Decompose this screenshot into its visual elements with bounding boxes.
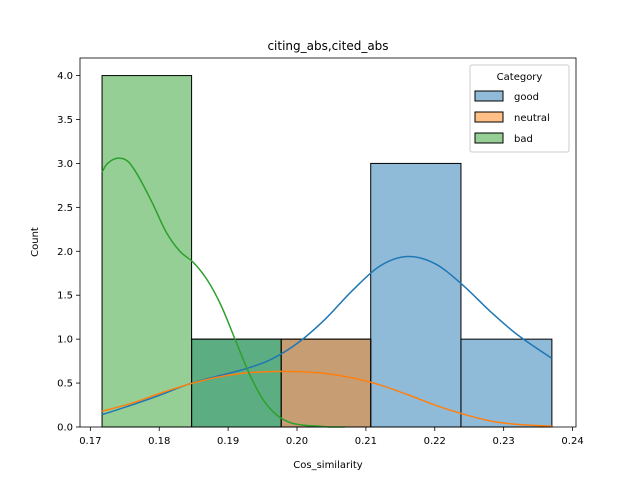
legend-box: [469, 64, 570, 153]
kde-layer: [101, 157, 553, 428]
legend-title: Category: [497, 72, 543, 83]
x-tick-label: 0.19: [217, 436, 239, 447]
y-tick-label: 2.0: [57, 247, 73, 258]
kde-line-neutral: [101, 370, 552, 427]
bar-good-4: [460, 338, 553, 428]
y-tick-label: 1.5: [57, 291, 73, 302]
legend-label-good: good: [514, 92, 539, 103]
y-tick-label: 3.5: [57, 115, 73, 126]
x-tick-label: 0.23: [493, 436, 515, 447]
axes-layer: 0.17 0.18 0.19 0.20 0.21 0.22 0.23 0.24 0.0 0.5 1.…: [57, 57, 584, 447]
legend-label-neutral: neutral: [514, 113, 550, 124]
y-tick-label: 2.5: [57, 203, 73, 214]
bar-bad-0: [101, 75, 193, 428]
y-tick-label: 1.0: [57, 335, 73, 346]
x-tick-label: 0.17: [79, 436, 101, 447]
y-tick-label: 0.0: [57, 423, 73, 434]
legend-swatch-neutral: [474, 111, 504, 123]
x-tick-label: 0.22: [424, 436, 446, 447]
bars-layer: [101, 75, 553, 428]
y-axis-label: Count: [30, 227, 41, 257]
legend-swatch-good: [474, 90, 504, 102]
plot-frame: [79, 57, 577, 428]
y-tick-label: 3.0: [57, 159, 73, 170]
legend-label-bad: bad: [514, 134, 533, 145]
bar-good-3: [370, 162, 462, 428]
legend-swatch-bad: [474, 132, 504, 144]
x-tick-label: 0.21: [355, 436, 377, 447]
bar-neutral-2: [280, 338, 372, 428]
x-tick-label: 0.18: [148, 436, 170, 447]
x-tick-label: 0.20: [286, 436, 308, 447]
bar-bad-1: [191, 338, 282, 428]
y-tick-label: 4.0: [57, 71, 73, 82]
kde-line-bad: [101, 157, 346, 428]
x-tick-label: 0.24: [561, 436, 583, 447]
chart-title: citing_abs,cited_abs: [267, 39, 388, 53]
legend: Category good neutral bad: [469, 64, 570, 153]
x-axis-label: Cos_similarity: [293, 460, 363, 471]
y-tick-label: 0.5: [57, 379, 73, 390]
